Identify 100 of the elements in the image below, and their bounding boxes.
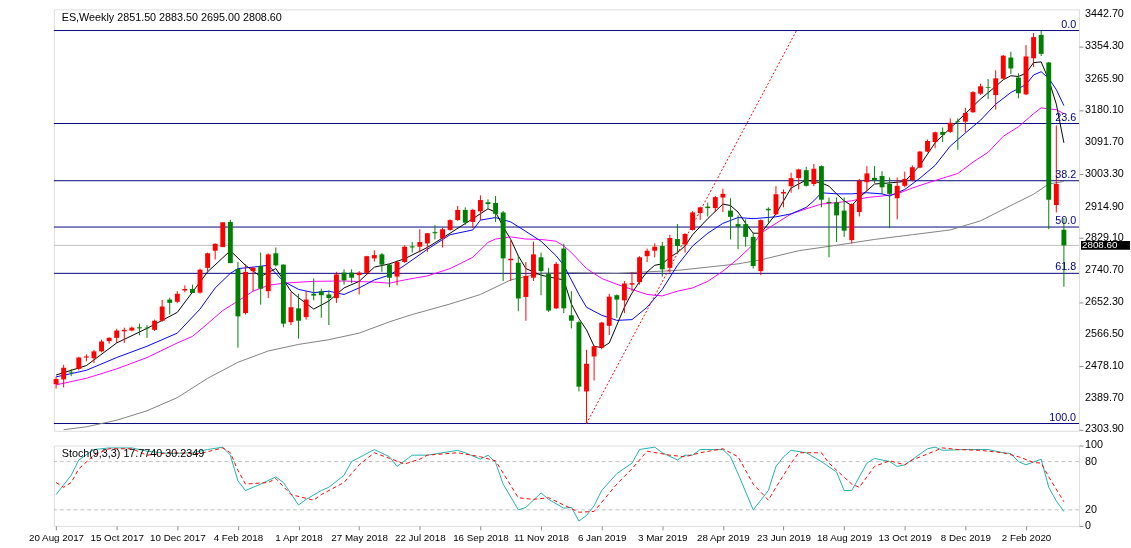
y-tick-label: 80 (1084, 454, 1097, 467)
candlestick (318, 288, 324, 319)
y-tick-label: 3265.90 (1084, 71, 1124, 84)
x-tick-label: 8 Dec 2019 (940, 532, 991, 544)
candlestick (243, 263, 248, 316)
candlestick (379, 252, 385, 273)
candlestick (834, 197, 840, 243)
y-tick-label: 0 (1084, 518, 1091, 531)
y-tick-label: 2566.50 (1084, 326, 1124, 339)
candlestick (674, 223, 680, 254)
candlestick (273, 246, 279, 267)
y-tick-label: 20 (1084, 502, 1097, 515)
candlestick (841, 197, 847, 238)
x-tick-label: 4 Feb 2018 (213, 532, 264, 544)
candlestick (1038, 30, 1044, 57)
candlestick (159, 299, 165, 323)
candlestick (720, 188, 726, 213)
candlestick (333, 271, 339, 304)
candlestick (637, 255, 642, 286)
annotation: 0.0 (1061, 17, 1077, 30)
x-tick-label: 16 Sep 2018 (453, 532, 510, 544)
candlestick (546, 267, 552, 313)
candlestick (962, 107, 968, 133)
candlestick (849, 202, 855, 244)
y-tick-label: 2478.10 (1084, 358, 1124, 371)
candlestick (758, 218, 764, 276)
x-tick-label: 6 Jan 2019 (577, 532, 627, 544)
x-tick-label: 15 Oct 2017 (90, 532, 144, 544)
y-tick-label: 3180.10 (1084, 102, 1124, 115)
candlestick (500, 210, 506, 282)
candlestick (803, 166, 809, 188)
candlestick (417, 228, 423, 254)
candlestick (796, 168, 802, 190)
candlestick (743, 218, 749, 248)
y-tick-label: 2389.70 (1084, 391, 1124, 404)
candlestick (280, 264, 286, 328)
candlestick (576, 320, 582, 392)
x-tick-label: 10 Dec 2017 (150, 532, 206, 544)
candlestick (818, 164, 824, 208)
candlestick (258, 252, 264, 306)
candlestick (811, 163, 817, 187)
candlestick (591, 345, 597, 381)
candlestick (235, 261, 241, 349)
candlestick (470, 208, 476, 229)
x-tick-label: 23 Jun 2019 (757, 532, 811, 544)
candlestick (993, 69, 999, 111)
candlestick (773, 185, 779, 216)
candlestick (424, 232, 430, 253)
y-tick-label: 2740.70 (1084, 263, 1124, 276)
candlestick (659, 241, 665, 278)
candlestick (788, 172, 794, 194)
candlestick (493, 195, 499, 223)
candlestick (606, 293, 612, 336)
candlestick (553, 261, 559, 310)
candlestick (477, 194, 483, 221)
x-tick-label: 28 Apr 2019 (696, 532, 750, 544)
candlestick (387, 263, 392, 288)
candlestick (227, 219, 233, 264)
candlestick (629, 271, 635, 292)
y-tick-label: 3003.30 (1084, 167, 1124, 180)
candlestick (440, 227, 445, 248)
candlestick (531, 241, 536, 282)
candlestick (1008, 51, 1014, 75)
candlestick (364, 255, 370, 276)
candlestick (644, 248, 650, 263)
candlestick (599, 321, 605, 350)
y-tick-label: 100 (1084, 438, 1103, 451)
x-tick-label: 22 Jul 2018 (394, 532, 447, 544)
y-tick-label: 3091.70 (1084, 135, 1124, 148)
candlestick (856, 178, 862, 217)
candlestick (197, 268, 203, 295)
candlestick (690, 210, 696, 232)
annotation: 50.0 (1055, 214, 1077, 227)
candlestick (887, 176, 893, 229)
candlestick (667, 234, 673, 274)
candlestick (296, 293, 301, 340)
candlestick (61, 364, 67, 388)
x-tick-label: 1 Apr 2018 (275, 532, 324, 544)
candlestick (394, 260, 400, 286)
candlestick (523, 261, 529, 322)
x-tick-label: 11 Nov 2018 (514, 532, 570, 544)
candlestick (568, 290, 574, 329)
candlestick (136, 323, 142, 336)
candlestick (106, 336, 112, 345)
y-tick-label: 2914.90 (1084, 199, 1124, 212)
candlestick (1000, 54, 1006, 81)
y-tick-label: 2652.30 (1084, 295, 1124, 308)
candlestick (621, 280, 627, 314)
annotation: 100.0 (1049, 410, 1077, 423)
candlestick (561, 243, 567, 314)
x-tick-label: 3 Mar 2019 (637, 532, 688, 544)
candlestick (864, 165, 870, 192)
candlestick (894, 176, 900, 220)
candlestick (728, 197, 733, 240)
candlestick (750, 232, 756, 270)
candlestick (250, 266, 256, 292)
candlestick (326, 289, 332, 326)
candlestick (311, 277, 317, 301)
candlestick (970, 90, 976, 114)
candlestick (205, 252, 211, 273)
